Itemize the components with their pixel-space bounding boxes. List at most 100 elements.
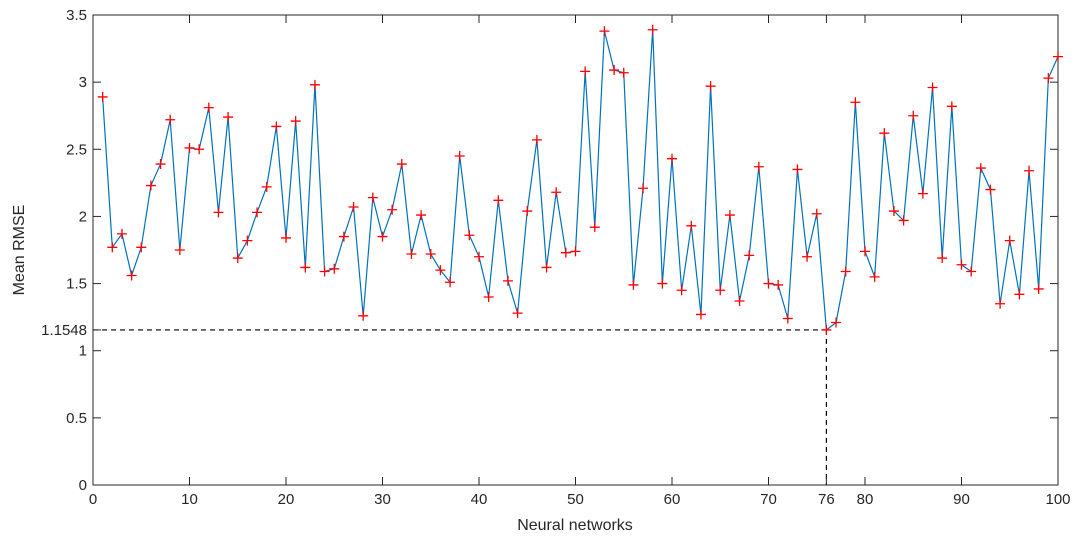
series-group <box>97 24 1063 335</box>
data-point-marker <box>1033 283 1044 294</box>
data-point-marker <box>638 183 649 194</box>
data-point-marker <box>724 210 735 221</box>
x-tick-label: 20 <box>278 491 295 508</box>
y-tick-label: 0.5 <box>66 410 87 427</box>
data-point-marker <box>753 161 764 172</box>
data-point-marker <box>609 65 620 76</box>
x-tick-label: 100 <box>1045 491 1070 508</box>
data-point-marker <box>232 253 243 264</box>
y-tick-label: 0 <box>79 477 87 494</box>
data-point-marker <box>203 102 214 113</box>
data-point-marker <box>281 232 291 243</box>
data-point-marker <box>821 324 832 335</box>
data-point-marker <box>116 228 127 239</box>
data-point-marker <box>946 101 957 112</box>
data-point-marker <box>551 187 562 198</box>
data-point-marker <box>782 313 793 324</box>
x-tick-label: 60 <box>664 491 681 508</box>
data-point-marker <box>802 251 813 262</box>
data-point-marker <box>174 245 185 255</box>
data-point-marker <box>898 215 909 226</box>
data-point-marker <box>387 204 398 215</box>
x-tick-label: 76 <box>818 491 835 508</box>
data-point-marker <box>570 246 581 257</box>
data-point-marker <box>271 121 282 132</box>
x-tick-label: 10 <box>181 491 198 508</box>
data-point-marker <box>1004 235 1015 246</box>
x-tick-label: 90 <box>953 491 970 508</box>
data-point-marker <box>474 251 484 262</box>
data-point-marker <box>908 110 919 121</box>
data-point-marker <box>145 180 156 191</box>
data-point-marker <box>705 81 716 92</box>
data-point-marker <box>541 262 552 273</box>
data-point-marker <box>628 279 639 290</box>
data-point-marker <box>1053 51 1063 62</box>
data-point-marker <box>261 181 272 192</box>
data-point-marker <box>831 317 842 328</box>
data-point-marker <box>589 222 600 233</box>
data-point-marker <box>734 296 745 307</box>
data-point-marker <box>869 271 880 282</box>
data-point-marker <box>425 249 436 260</box>
y-tick-label: 3 <box>79 74 87 91</box>
data-point-marker <box>531 134 542 145</box>
data-point-marker <box>396 159 407 170</box>
data-point-marker <box>329 263 340 274</box>
x-tick-label: 50 <box>567 491 584 508</box>
data-point-marker <box>377 231 388 242</box>
data-point-marker <box>966 266 977 277</box>
data-point-marker <box>512 308 523 319</box>
data-point-marker <box>860 246 870 257</box>
data-point-marker <box>483 292 494 302</box>
data-point-marker <box>367 192 378 203</box>
x-axis-ticks: 0 10 20 30 40 50 60 70 76 80 90 100 <box>89 15 1071 508</box>
data-point-marker <box>107 242 118 253</box>
y-axis-title: Mean RMSE <box>11 205 28 296</box>
data-point-marker <box>97 91 108 102</box>
x-tick-label: 40 <box>471 491 488 508</box>
x-tick-label: 0 <box>89 491 97 508</box>
data-point-marker <box>715 285 726 296</box>
data-point-marker <box>763 278 774 289</box>
data-point-marker <box>667 153 677 164</box>
data-point-marker <box>917 188 928 199</box>
y-tick-label-ref: 1.1548 <box>41 322 87 339</box>
data-point-marker <box>290 116 301 127</box>
data-point-marker <box>416 210 427 221</box>
data-point-marker <box>493 195 504 206</box>
data-point-marker <box>773 279 784 290</box>
data-point-marker <box>975 163 986 174</box>
data-point-marker <box>599 26 610 37</box>
data-point-marker <box>811 208 822 219</box>
data-point-marker <box>792 164 803 175</box>
data-point-marker <box>454 151 465 161</box>
data-point-marker <box>840 266 851 277</box>
data-point-marker <box>213 207 224 218</box>
y-axis-ticks: 0 0.5 1 1.5 2 2.5 3 3.5 <box>66 7 1058 494</box>
data-point-marker <box>927 82 938 93</box>
data-point-marker <box>647 24 658 35</box>
data-point-marker <box>1014 289 1025 300</box>
data-point-marker <box>1024 165 1035 176</box>
series-line <box>102 29 1059 332</box>
x-tick-label: 30 <box>374 491 391 508</box>
data-point-marker <box>985 184 996 195</box>
data-point-marker <box>522 206 533 217</box>
data-point-marker <box>464 230 475 241</box>
y-tick-label: 1 <box>79 343 87 360</box>
data-point-marker <box>888 206 899 217</box>
data-point-marker <box>937 253 948 264</box>
data-point-marker <box>126 270 137 281</box>
x-axis-title: Neural networks <box>517 517 633 534</box>
data-point-marker <box>956 259 967 270</box>
data-point-marker <box>155 159 166 170</box>
data-point-marker <box>618 67 629 78</box>
y-tick-label: 2 <box>79 208 87 225</box>
data-point-marker <box>223 112 234 123</box>
data-point-marker <box>406 249 417 260</box>
data-point-marker <box>252 207 263 218</box>
data-point-marker <box>995 298 1006 309</box>
data-point-marker <box>1043 73 1054 84</box>
